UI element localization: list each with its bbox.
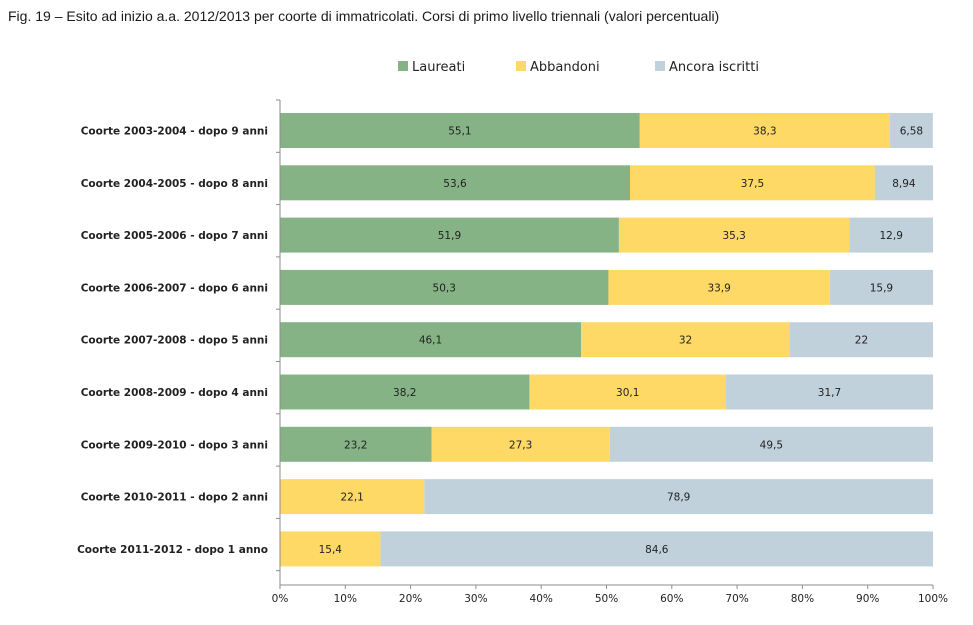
- legend-label-laureati: Laureati: [412, 60, 465, 75]
- x-tick-label: 70%: [725, 593, 748, 605]
- bar-abbandoni: [280, 531, 381, 567]
- bar-ancora-iscritti: [609, 426, 933, 462]
- bar-laureati: [280, 322, 582, 358]
- bar-ancora-iscritti: [380, 531, 933, 567]
- bar-ancora-iscritti: [424, 479, 933, 515]
- x-tick-label: 10%: [334, 593, 357, 605]
- category-label: Coorte 2006-2007 - dopo 6 anni: [81, 282, 268, 294]
- bar-laureati: [280, 269, 609, 305]
- data-label-ancora-iscritti: 15,9: [870, 282, 893, 294]
- x-tick-label: 90%: [856, 593, 879, 605]
- data-label-laureati: 53,6: [443, 178, 467, 190]
- category-label: Coorte 2004-2005 - dopo 8 anni: [81, 178, 268, 190]
- bar-abbandoni: [618, 217, 850, 253]
- bar-ancora-iscritti: [725, 374, 933, 410]
- data-label-ancora-iscritti: 8,94: [892, 178, 916, 190]
- category-label: Coorte 2003-2004 - dopo 9 anni: [81, 126, 268, 138]
- data-label-abbandoni: 35,3: [722, 230, 745, 242]
- data-label-laureati: 55,1: [448, 126, 471, 138]
- category-label: Coorte 2008-2009 - dopo 4 anni: [81, 387, 268, 399]
- data-label-abbandoni: 38,3: [753, 126, 776, 138]
- x-tick-label: 20%: [399, 593, 422, 605]
- legend-swatch-laureati: [398, 61, 408, 71]
- category-label: Coorte 2010-2011 - dopo 2 anni: [81, 492, 268, 504]
- x-tick-label: 40%: [530, 593, 553, 605]
- x-tick-label: 60%: [660, 593, 683, 605]
- bar-laureati: [280, 113, 640, 148]
- data-label-abbandoni: 15,4: [319, 544, 343, 556]
- bar-ancora-iscritti: [789, 322, 933, 358]
- data-label-laureati: 46,1: [419, 335, 442, 347]
- bar-abbandoni: [431, 426, 610, 462]
- legend-swatch-ancora-iscritti: [655, 61, 665, 71]
- x-tick-label: 0%: [272, 593, 289, 605]
- data-label-laureati: 38,2: [393, 387, 416, 399]
- bar-laureati: [280, 217, 619, 253]
- data-label-ancora-iscritti: 12,9: [880, 230, 903, 242]
- category-label: Coorte 2011-2012 - dopo 1 anno: [77, 544, 268, 556]
- data-label-abbandoni: 32: [679, 335, 692, 347]
- bar-ancora-iscritti: [874, 165, 933, 201]
- legend: Laureati Abbandoni Ancora iscritti: [398, 60, 759, 75]
- bar-abbandoni: [529, 374, 726, 410]
- bar-abbandoni: [581, 322, 790, 358]
- bar-laureati: [280, 426, 432, 462]
- x-tick-label: 50%: [595, 593, 618, 605]
- legend-label-abbandoni: Abbandoni: [530, 60, 600, 75]
- data-label-ancora-iscritti: 22: [855, 335, 868, 347]
- legend-swatch-abbandoni: [516, 61, 526, 71]
- data-label-laureati: 50,3: [433, 282, 456, 294]
- data-label-laureati: 51,9: [438, 230, 461, 242]
- data-label-ancora-iscritti: 49,5: [760, 439, 783, 451]
- data-label-abbandoni: 27,3: [509, 439, 532, 451]
- bar-abbandoni: [630, 165, 875, 201]
- bar-ancora-iscritti: [849, 217, 933, 253]
- category-label: Coorte 2007-2008 - dopo 5 anni: [81, 335, 268, 347]
- bar-laureati: [280, 165, 631, 201]
- data-label-ancora-iscritti: 84,6: [645, 544, 669, 556]
- data-label-abbandoni: 30,1: [616, 387, 639, 399]
- x-tick-label: 30%: [464, 593, 487, 605]
- bar-ancora-iscritti: [829, 269, 933, 305]
- bar-abbandoni: [280, 479, 425, 515]
- chart-title: Fig. 19 – Esito ad inizio a.a. 2012/2013…: [8, 8, 720, 24]
- data-label-abbandoni: 37,5: [741, 178, 764, 190]
- data-label-abbandoni: 33,9: [707, 282, 730, 294]
- bar-ancora-iscritti: [889, 113, 933, 148]
- data-label-laureati: 23,2: [344, 439, 367, 451]
- bars: Coorte 2003-2004 - dopo 9 anni 55,1 38,3 6,…: [77, 113, 933, 567]
- category-label: Coorte 2009-2010 - dopo 3 anni: [81, 439, 268, 451]
- data-label-ancora-iscritti: 31,7: [818, 387, 841, 399]
- legend-label-ancora-iscritti: Ancora iscritti: [669, 60, 759, 75]
- data-label-ancora-iscritti: 6,58: [900, 126, 923, 138]
- bar-laureati: [280, 374, 530, 410]
- axes: 0% 10% 20% 30% 40% 50% 60% 70% 80% 90% 100%: [272, 99, 948, 605]
- bar-abbandoni: [608, 269, 830, 305]
- x-tick-label: 80%: [791, 593, 814, 605]
- data-label-ancora-iscritti: 78,9: [667, 492, 690, 504]
- data-label-abbandoni: 22,1: [340, 492, 363, 504]
- x-tick-label: 100%: [918, 593, 948, 605]
- category-label: Coorte 2005-2006 - dopo 7 anni: [81, 230, 268, 242]
- bar-abbandoni: [639, 113, 890, 148]
